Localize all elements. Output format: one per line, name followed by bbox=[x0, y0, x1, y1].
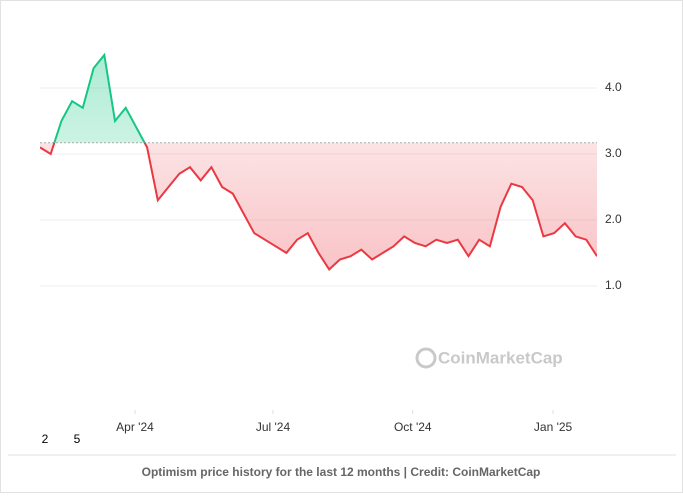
watermark-logo bbox=[415, 347, 437, 369]
x-tick-label: Jul '24 bbox=[256, 420, 291, 434]
price-line-down bbox=[40, 142, 597, 271]
price-line-up bbox=[53, 52, 146, 143]
x-tick-label: Jan '25 bbox=[534, 420, 573, 434]
y-tick-label: 3.0 bbox=[605, 146, 622, 160]
y-tick-label: 1.0 bbox=[605, 278, 622, 292]
caption: Optimism price history for the last 12 m… bbox=[142, 465, 541, 479]
x-tick-label: Apr '24 bbox=[116, 420, 154, 434]
area-down bbox=[40, 142, 597, 270]
corner-label: 2 bbox=[42, 432, 49, 446]
y-tick-label: 4.0 bbox=[605, 80, 622, 94]
area-up bbox=[40, 55, 597, 143]
x-tick-label: Oct '24 bbox=[394, 420, 432, 434]
y-tick-label: 2.0 bbox=[605, 212, 622, 226]
watermark: CoinMarketCap bbox=[438, 348, 563, 367]
corner-label: 5 bbox=[74, 432, 81, 446]
